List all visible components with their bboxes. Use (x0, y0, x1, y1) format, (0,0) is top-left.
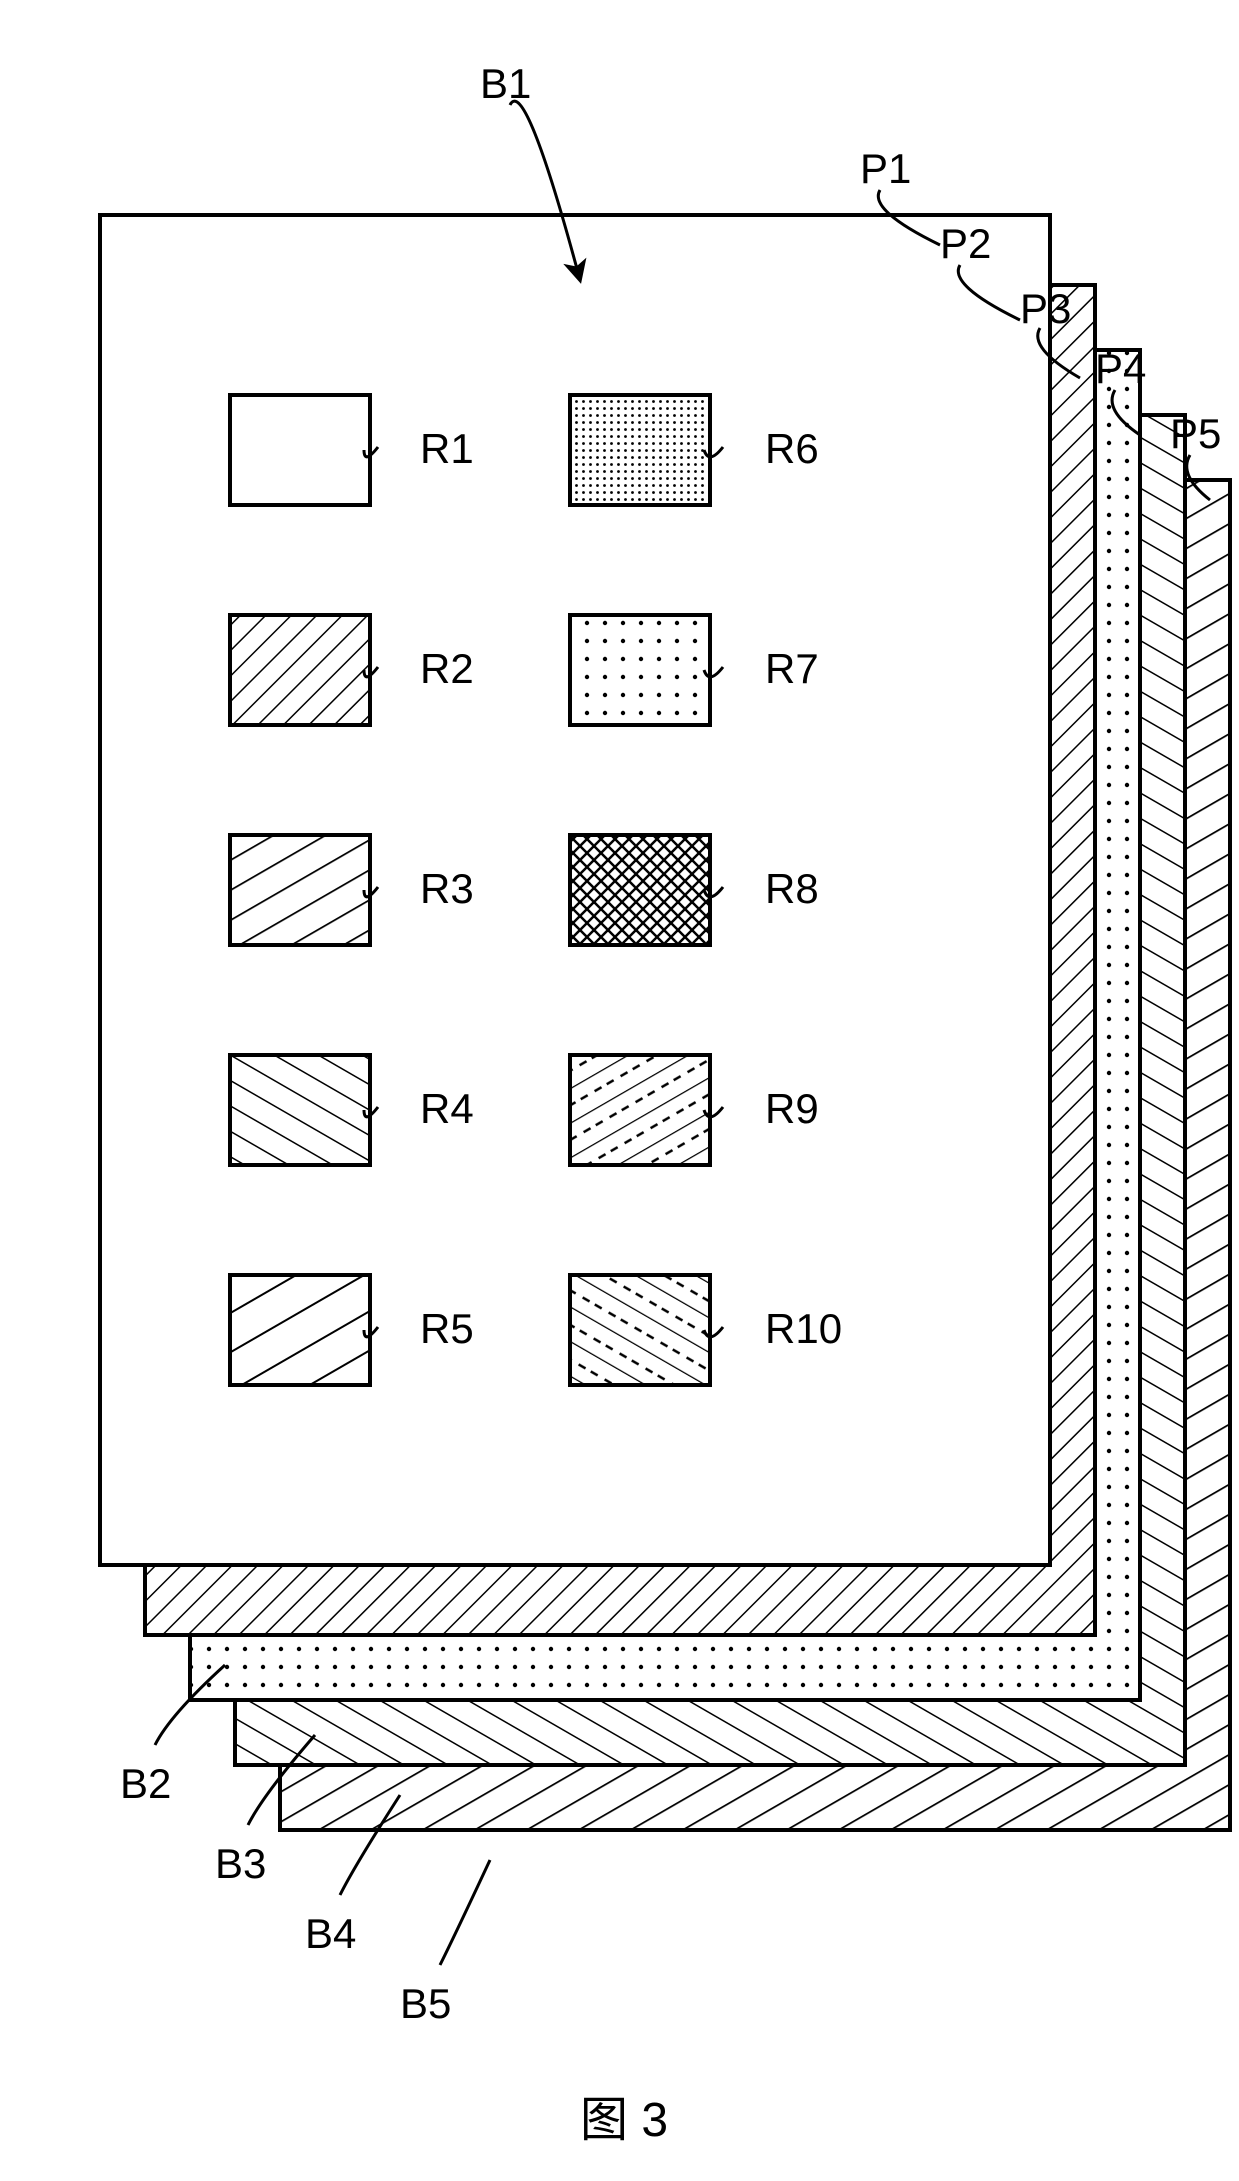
figure-caption: 图 3 (580, 2080, 668, 2150)
label-R6: R6 (765, 425, 819, 473)
label-P2: P2 (940, 220, 991, 268)
swatch-R6 (570, 395, 710, 505)
label-R5: R5 (420, 1305, 474, 1353)
label-B5: B5 (400, 1980, 451, 2028)
label-P3: P3 (1020, 285, 1071, 333)
label-B1: B1 (480, 60, 531, 108)
figure-canvas: R1 R2 R3 R4 R5 R6 R7 R8 R9 R10 P5 B5 P4 B4 P3 B3 P2 B2 P1 B… (20, 20, 1239, 2161)
swatch-R2 (230, 615, 370, 725)
swatch-R4 (230, 1055, 370, 1165)
swatch-R9 (570, 1055, 710, 1165)
label-R10: R10 (765, 1305, 842, 1353)
figure-svg (20, 20, 1239, 2161)
label-R7: R7 (765, 645, 819, 693)
swatch-R5 (230, 1275, 370, 1385)
swatch-R7 (570, 615, 710, 725)
leader-B5 (440, 1860, 490, 1965)
label-P5: P5 (1170, 410, 1221, 458)
label-R2: R2 (420, 645, 474, 693)
swatch-R8 (570, 835, 710, 945)
label-R8: R8 (765, 865, 819, 913)
label-B3: B3 (215, 1840, 266, 1888)
label-R9: R9 (765, 1085, 819, 1133)
label-B4: B4 (305, 1910, 356, 1958)
swatch-R3 (230, 835, 370, 945)
label-R4: R4 (420, 1085, 474, 1133)
label-B2: B2 (120, 1760, 171, 1808)
label-R1: R1 (420, 425, 474, 473)
label-P4: P4 (1095, 345, 1146, 393)
swatch-R1 (230, 395, 370, 505)
label-R3: R3 (420, 865, 474, 913)
label-P1: P1 (860, 145, 911, 193)
swatch-R10 (570, 1275, 710, 1385)
